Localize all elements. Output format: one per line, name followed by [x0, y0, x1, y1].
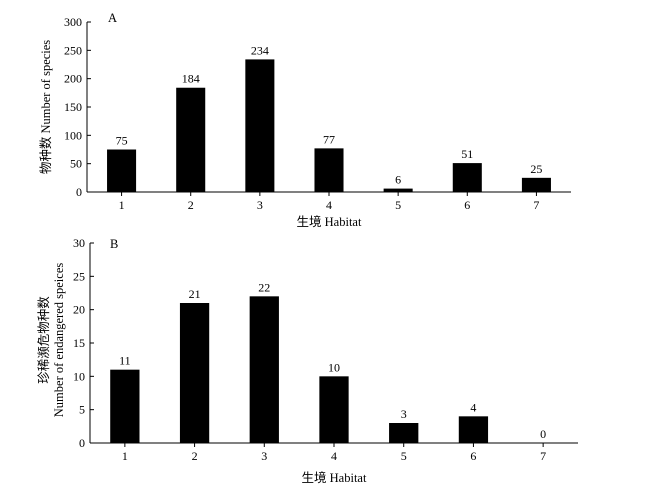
panel-b-bar	[458, 416, 489, 443]
panel-b-data-label: 21	[189, 287, 201, 301]
panel-a-data-label: 75	[116, 134, 128, 148]
panel-a-y-tick-label: 100	[64, 128, 82, 142]
panel-a-y-tick-label: 250	[64, 43, 82, 57]
panel-b-y-tick-label: 25	[73, 269, 85, 283]
panel-a-data-label: 6	[395, 173, 401, 187]
panel-b-y-tick-label: 20	[73, 303, 85, 317]
panel-a-bar	[107, 149, 137, 192]
panel-b-x-tick-label: 6	[470, 449, 476, 463]
panel-b-y-axis-title-line-2: Number of endangered speices	[52, 263, 66, 418]
panel-a-plot-area: 0 50 100 150 200 250 300 1 75 2 184 3 234 4 77 5 6 6 51 7 25	[64, 15, 571, 212]
panel-b-y-tick-label: 15	[73, 336, 85, 350]
panel-a-data-label: 51	[461, 147, 473, 161]
panel-a-bar	[452, 163, 482, 192]
panel-b-bar	[249, 296, 279, 443]
panel-a-y-tick-label: 300	[64, 15, 82, 29]
panel-a-data-label: 184	[182, 72, 200, 86]
panel-a-bar	[314, 148, 344, 192]
panel-b-x-axis-title: 生境 Habitat	[302, 470, 367, 485]
panel-a-bar	[521, 177, 551, 192]
panel-a-y-tick-label: 200	[64, 72, 82, 86]
chart-panel-a: A 0 50 100 150 200 250 300 1 75 2 184 3 234 4 77 5 6 6 51 7…	[38, 11, 571, 229]
panel-a-x-tick-label: 1	[119, 198, 125, 212]
panel-a-bar	[383, 188, 413, 192]
panel-a-y-tick-label: 150	[64, 100, 82, 114]
panel-b-letter: B	[110, 237, 118, 251]
panel-b-data-label: 22	[258, 280, 270, 294]
panel-a-bar	[245, 59, 275, 193]
panel-b-bar	[319, 376, 349, 443]
panel-b-x-tick-label: 1	[122, 449, 128, 463]
panel-b-bar	[179, 303, 210, 443]
panel-a-y-tick-label: 50	[70, 157, 82, 171]
panel-a-y-tick-label: 0	[76, 185, 82, 199]
panel-b-x-tick-label: 3	[261, 449, 267, 463]
panel-b-data-label: 0	[540, 427, 546, 441]
panel-a-data-label: 234	[251, 43, 269, 57]
panel-b-x-tick-label: 5	[401, 449, 407, 463]
panel-b-data-label: 11	[119, 354, 131, 368]
panel-b-x-tick-label: 4	[331, 449, 337, 463]
panel-a-data-label: 25	[530, 162, 542, 176]
panel-b-y-axis-title-line-1: 珍稀濒危物种数	[36, 296, 51, 384]
panel-a-x-tick-label: 2	[188, 198, 194, 212]
panel-b-data-label: 3	[401, 407, 407, 421]
panel-a-letter: A	[108, 11, 117, 25]
panel-b-y-tick-label: 5	[79, 403, 85, 417]
panel-a-x-tick-label: 4	[326, 198, 332, 212]
panel-b-bar	[389, 423, 419, 443]
panel-b-y-tick-label: 30	[73, 236, 85, 250]
panel-b-y-tick-label: 10	[73, 369, 85, 383]
panel-b-y-tick-label: 0	[79, 436, 85, 450]
panel-a-x-tick-label: 5	[395, 198, 401, 212]
panel-b-data-label: 10	[328, 360, 340, 374]
panel-a-bar	[176, 87, 206, 192]
panel-b-bar	[110, 369, 140, 443]
panel-a-x-tick-label: 6	[464, 198, 470, 212]
panel-a-y-axis-title: 物种数 Number of species	[38, 40, 53, 174]
panel-a-x-tick-label: 3	[257, 198, 263, 212]
panel-a-x-tick-label: 7	[533, 198, 539, 212]
panel-b-x-tick-label: 2	[192, 449, 198, 463]
panel-a-data-label: 77	[323, 132, 335, 146]
panel-b-data-label: 4	[470, 400, 476, 414]
panel-a-x-axis-title: 生境 Habitat	[297, 214, 362, 229]
panel-b-x-tick-label: 7	[540, 449, 546, 463]
